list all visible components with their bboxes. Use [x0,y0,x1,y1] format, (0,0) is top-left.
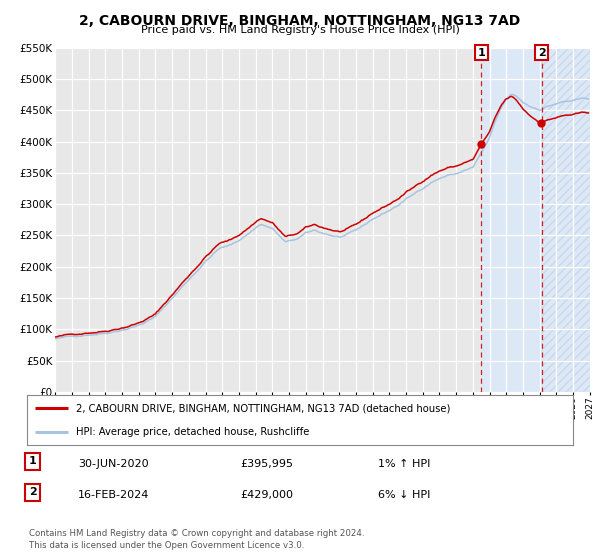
Text: Price paid vs. HM Land Registry's House Price Index (HPI): Price paid vs. HM Land Registry's House … [140,25,460,35]
Text: £429,000: £429,000 [240,490,293,500]
Text: 30-JUN-2020: 30-JUN-2020 [78,459,149,469]
Text: 2, CABOURN DRIVE, BINGHAM, NOTTINGHAM, NG13 7AD (detached house): 2, CABOURN DRIVE, BINGHAM, NOTTINGHAM, N… [76,403,451,413]
Text: £395,995: £395,995 [240,459,293,469]
Text: 2: 2 [29,487,37,497]
Text: 6% ↓ HPI: 6% ↓ HPI [378,490,430,500]
Text: 2: 2 [538,48,545,58]
Text: 16-FEB-2024: 16-FEB-2024 [78,490,149,500]
Text: 2, CABOURN DRIVE, BINGHAM, NOTTINGHAM, NG13 7AD: 2, CABOURN DRIVE, BINGHAM, NOTTINGHAM, N… [79,14,521,28]
Text: Contains HM Land Registry data © Crown copyright and database right 2024.
This d: Contains HM Land Registry data © Crown c… [29,529,364,550]
Bar [542,48,590,392]
Text: 1: 1 [29,456,37,466]
Bar [481,48,542,392]
Text: 1% ↑ HPI: 1% ↑ HPI [378,459,430,469]
Text: 1: 1 [478,48,485,58]
Text: HPI: Average price, detached house, Rushcliffe: HPI: Average price, detached house, Rush… [76,427,310,437]
